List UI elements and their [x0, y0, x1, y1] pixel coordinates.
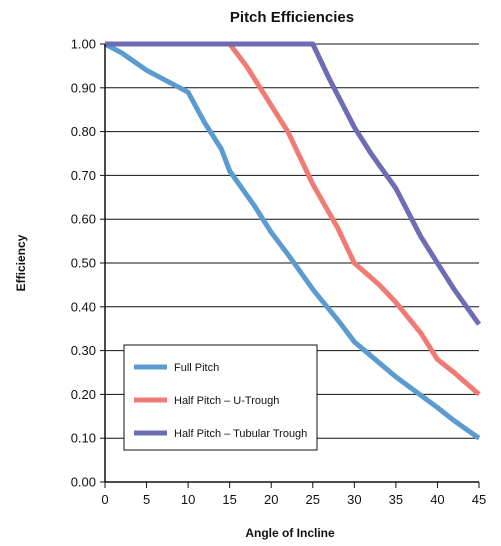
x-tick-label: 40 [430, 492, 444, 507]
y-tick-label: 0.20 [71, 387, 96, 402]
series-lines [103, 41, 482, 441]
y-tick-label: 0.60 [71, 212, 96, 227]
x-axis-label: Angle of Incline [245, 526, 335, 540]
x-tick-label: 5 [143, 492, 150, 507]
legend-label-1: Full Pitch [174, 362, 219, 374]
x-tick-label: 35 [389, 492, 403, 507]
y-tick-label: 0.50 [71, 256, 96, 271]
y-axis-label: Efficiency [14, 234, 28, 291]
x-tick-label: 25 [306, 492, 320, 507]
series-line-3 [105, 41, 482, 326]
legend-label-3: Half Pitch – Tubular Trough [174, 428, 307, 440]
x-tick-label: 20 [264, 492, 278, 507]
y-tick-label: 0.80 [71, 124, 96, 139]
legend: Full Pitch Half Pitch – U-Trough Half Pitc… [123, 344, 318, 451]
y-tick-label: 0.00 [71, 475, 96, 490]
y-tick-label: 0.40 [71, 299, 96, 314]
x-tick-label: 30 [347, 492, 361, 507]
y-tick-label: 0.10 [71, 431, 96, 446]
x-tick-label: 45 [472, 492, 486, 507]
y-tick-label: 0.90 [71, 80, 96, 95]
x-tick-label: 15 [222, 492, 236, 507]
x-ticks: 0 5 10 15 20 25 30 35 40 45 [101, 482, 486, 507]
legend-label-2: Half Pitch – U-Trough [174, 395, 279, 407]
y-tick-label: 1.00 [71, 37, 96, 52]
y-ticks: 0.00 0.10 0.20 0.30 0.40 0.50 0.60 0.70 0.80 0.90… [71, 37, 105, 490]
x-tick-label: 0 [101, 492, 108, 507]
chart-title: Pitch Efficiencies [230, 9, 354, 26]
series-line-2 [105, 41, 481, 397]
y-tick-label: 0.70 [71, 168, 96, 183]
x-tick-label: 10 [181, 492, 195, 507]
y-tick-label: 0.30 [71, 343, 96, 358]
series-line-1 [103, 41, 481, 441]
